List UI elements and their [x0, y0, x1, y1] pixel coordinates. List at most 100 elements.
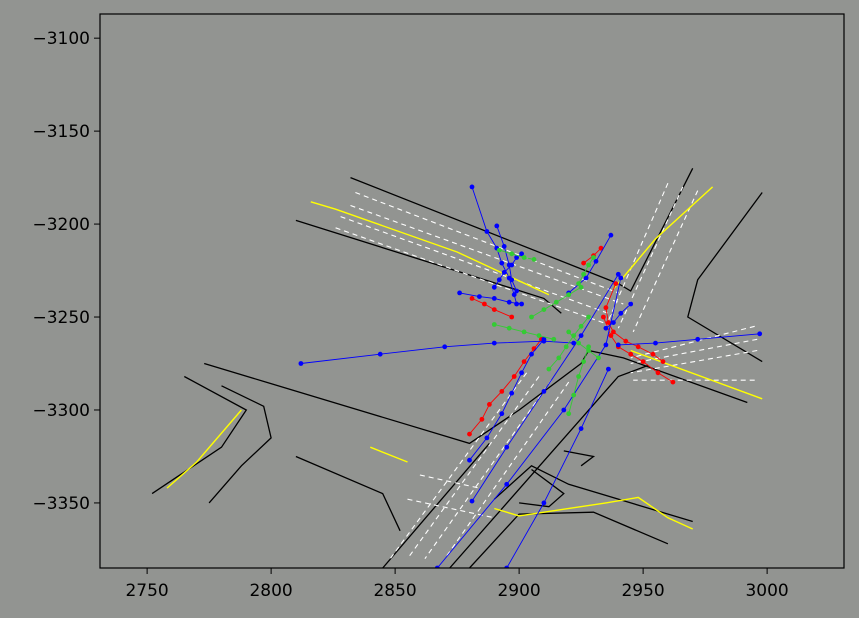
- track-point-15-0: [467, 457, 472, 463]
- track-point-15-1: [484, 435, 490, 441]
- track-point-18-1: [506, 325, 512, 331]
- track-point-3-7: [660, 359, 666, 364]
- lane-line-9: [630, 349, 758, 374]
- track-point-7-0: [519, 251, 524, 257]
- track-green-17: [499, 249, 535, 260]
- track-point-2-1: [608, 333, 614, 338]
- x-axis: 2750 2800 2850 2900 2950 3000: [125, 568, 789, 601]
- track-point-21-1: [541, 307, 547, 312]
- track-point-19-1: [571, 392, 577, 398]
- track-point-13-2: [561, 407, 567, 413]
- track-point-19-0: [566, 411, 572, 417]
- track-point-22-0: [576, 281, 581, 286]
- track-point-21-4: [578, 284, 584, 290]
- track-point-20-5: [586, 314, 591, 320]
- lane-line-15: [419, 474, 480, 489]
- track-point-7-1: [514, 255, 519, 260]
- track-green-22: [578, 257, 594, 284]
- track-point-21-2: [553, 299, 559, 305]
- track-point-20-1: [556, 355, 562, 361]
- track-point-4-2: [598, 245, 604, 251]
- track-point-21-0: [529, 314, 534, 320]
- track-blue-9: [300, 340, 574, 364]
- track-red-1: [469, 339, 542, 435]
- lane-line-12: [407, 376, 540, 560]
- track-point-20-4: [578, 323, 584, 329]
- road-edge-7: [449, 364, 649, 568]
- track-point-17-1: [509, 251, 515, 257]
- x-tick-label-4: 2950: [621, 581, 664, 601]
- lane-line-16: [407, 498, 495, 519]
- track-point-23-1: [576, 340, 581, 346]
- track-point-3-3: [611, 329, 616, 335]
- center-line-2: [630, 349, 763, 400]
- track-blue-10: [618, 333, 760, 346]
- track-point-2-3: [628, 351, 634, 357]
- track-point-16-2: [593, 258, 599, 264]
- x-tick-label-0: 2750: [125, 581, 168, 601]
- track-point-14-1: [541, 500, 547, 506]
- lane-line-2: [340, 216, 614, 316]
- lane-line-8: [630, 338, 758, 365]
- track-point-6-4: [514, 288, 519, 294]
- track-point-7-2: [509, 262, 515, 268]
- track-point-0-2: [491, 307, 497, 312]
- track-point-5-5: [511, 292, 517, 298]
- track-point-1-5: [521, 359, 527, 364]
- x-tick-label-3: 2900: [497, 581, 540, 601]
- track-point-22-2: [586, 262, 591, 268]
- road-edge-12: [519, 468, 565, 508]
- road-edge-13: [563, 450, 596, 467]
- track-point-8-4: [519, 301, 524, 307]
- track-point-15-3: [509, 390, 515, 396]
- track-point-11-1: [618, 310, 624, 316]
- track-point-9-2: [442, 344, 448, 350]
- track-point-1-2: [487, 402, 492, 407]
- track-point-17-2: [521, 255, 527, 260]
- track-point-11-2: [611, 320, 616, 325]
- track-point-23-3: [596, 355, 601, 361]
- y-tick-label-3: −3250: [32, 308, 90, 328]
- track-point-6-3: [509, 277, 515, 283]
- track-point-6-1: [501, 244, 507, 249]
- x-tick-label-5: 3000: [745, 581, 788, 601]
- track-point-11-3: [603, 325, 609, 331]
- track-point-19-4: [586, 344, 591, 350]
- track-red-3: [605, 283, 664, 362]
- track-point-8-2: [491, 296, 497, 301]
- track-point-1-0: [467, 431, 472, 437]
- track-point-21-3: [566, 292, 572, 298]
- center-line-1: [612, 186, 714, 290]
- track-point-12-1: [504, 444, 510, 450]
- track-point-7-3: [501, 270, 507, 275]
- track-point-17-0: [496, 247, 502, 253]
- road-edge-1: [295, 219, 562, 314]
- track-point-0-1: [482, 301, 487, 307]
- track-point-14-2: [578, 426, 584, 431]
- axes-frame: [99, 13, 845, 569]
- y-tick-label-1: −3150: [32, 122, 90, 142]
- track-point-2-6: [670, 379, 676, 385]
- track-point-12-4: [615, 271, 621, 277]
- track-point-2-5: [655, 370, 661, 376]
- road-edge-5: [295, 455, 401, 532]
- center-line-5: [494, 496, 693, 530]
- track-point-5-6: [514, 301, 519, 307]
- track-point-1-3: [499, 389, 505, 394]
- lane-line-0: [355, 191, 619, 294]
- track-point-1-1: [479, 416, 485, 422]
- track-point-9-3: [491, 340, 497, 346]
- x-tick-label-1: 2800: [249, 581, 292, 601]
- lane-line-4: [605, 182, 669, 327]
- track-point-12-0: [469, 498, 475, 504]
- track-point-9-0: [298, 361, 304, 366]
- track-point-15-5: [529, 351, 534, 357]
- track-point-1-4: [511, 374, 517, 379]
- track-point-7-4: [496, 277, 502, 283]
- track-point-3-5: [635, 344, 641, 350]
- road-edge-11: [469, 511, 669, 568]
- center-line-3: [166, 409, 242, 489]
- road-edge-0: [350, 168, 694, 292]
- track-point-15-4: [519, 370, 524, 376]
